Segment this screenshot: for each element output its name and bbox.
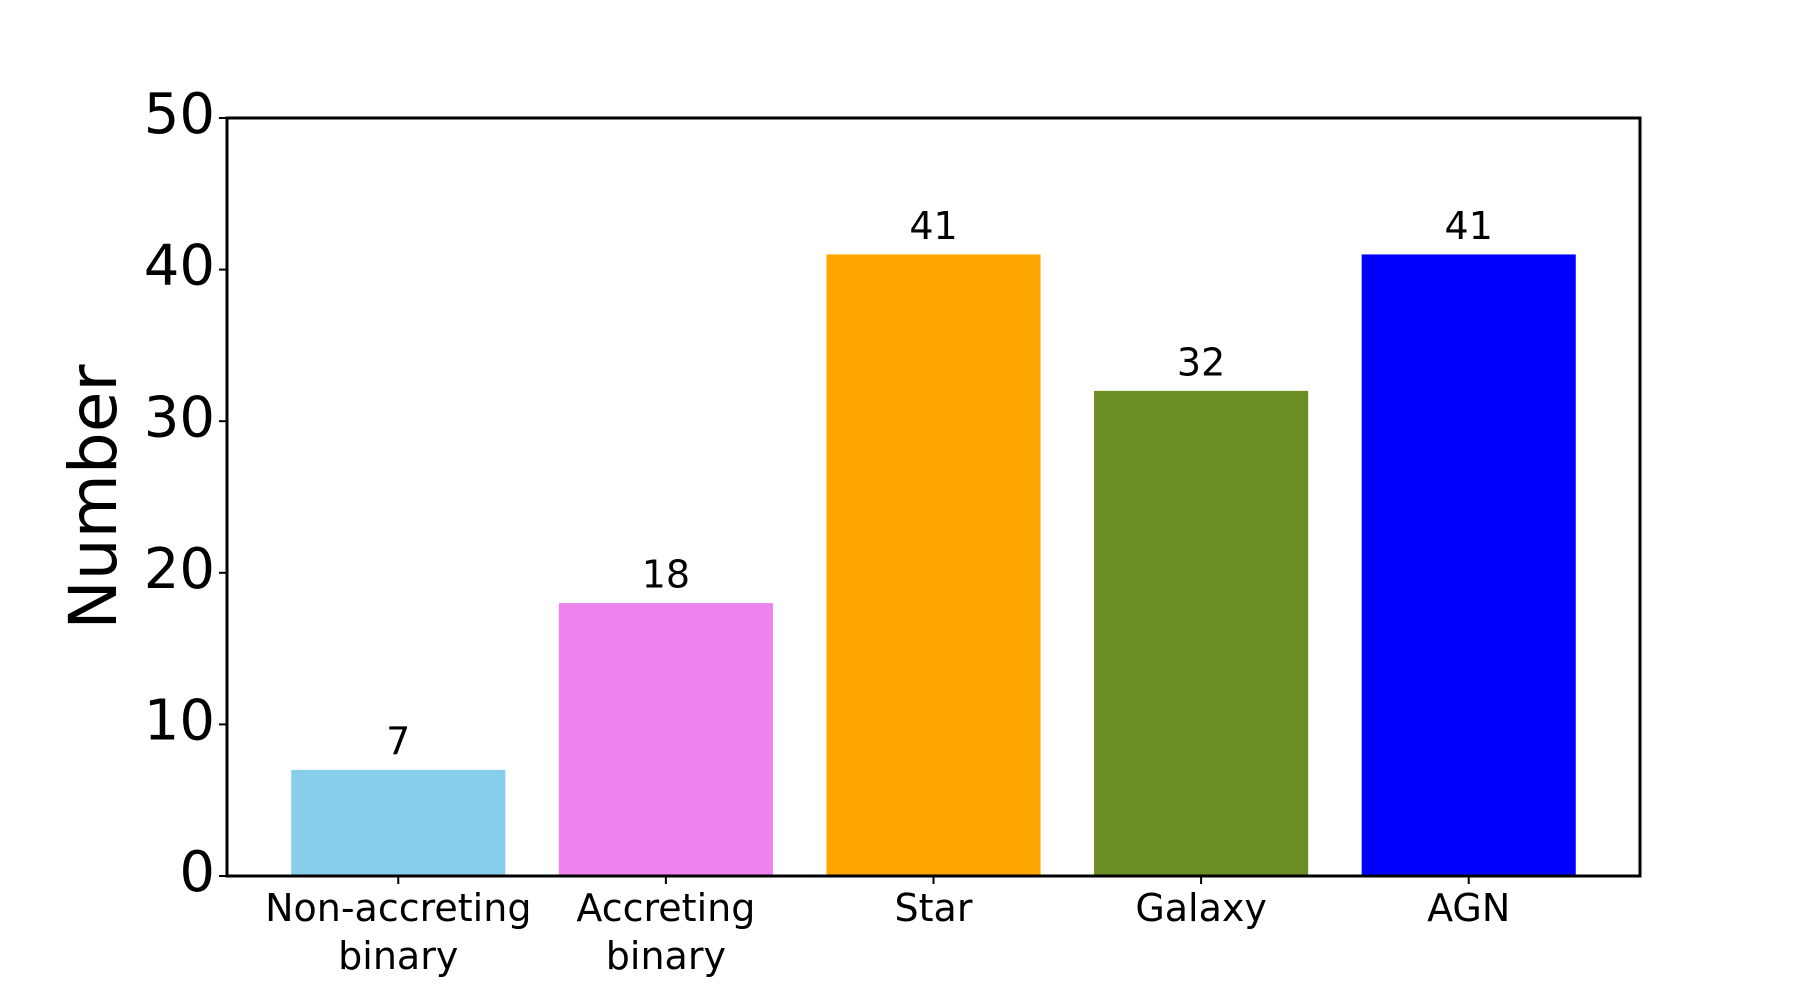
bar <box>558 603 773 876</box>
y-tick-label: 10 <box>144 689 215 754</box>
value-label: 41 <box>1445 204 1493 248</box>
y-tick-label: 20 <box>144 537 215 602</box>
y-tick-label: 30 <box>144 385 215 450</box>
bar <box>291 769 506 876</box>
value-label: 18 <box>642 553 690 597</box>
x-tick-label: Non-accreting binary <box>265 886 532 978</box>
plot-frame <box>225 116 1642 878</box>
y-tick-label: 50 <box>144 82 215 147</box>
y-tick-label: 0 <box>179 840 215 905</box>
x-tick-label: Galaxy <box>1135 886 1267 930</box>
y-tick-label: 40 <box>144 234 215 299</box>
value-label: 32 <box>1177 340 1225 384</box>
y-axis-label: Number <box>55 364 132 630</box>
value-label: 41 <box>909 204 957 248</box>
bar <box>1094 390 1309 876</box>
bar <box>1361 254 1576 876</box>
bar <box>826 254 1041 876</box>
x-tick-label: Accreting binary <box>576 886 756 978</box>
value-label: 7 <box>386 719 410 763</box>
x-tick-label: Star <box>894 886 973 930</box>
x-tick-label: AGN <box>1427 886 1511 930</box>
